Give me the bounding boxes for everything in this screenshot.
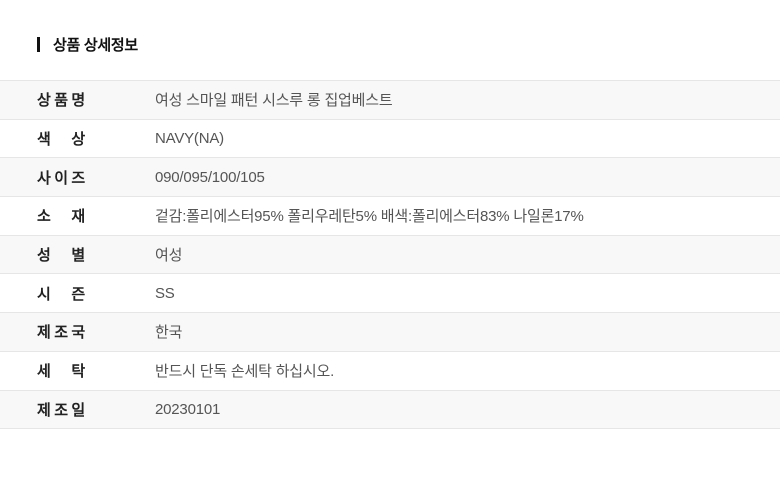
section-header: 상품 상세정보 bbox=[37, 36, 780, 54]
spec-value: 반드시 단독 손세탁 하십시오. bbox=[155, 363, 335, 381]
spec-value: 여성 bbox=[155, 247, 183, 265]
spec-value: 한국 bbox=[155, 324, 183, 342]
section-title-bar-icon bbox=[37, 37, 40, 52]
spec-value: 090/095/100/105 bbox=[155, 168, 265, 186]
spec-value: NAVY(NA) bbox=[155, 130, 224, 148]
section-title: 상품 상세정보 bbox=[53, 37, 138, 54]
spec-value: 여성 스마일 패턴 시스루 롱 집업베스트 bbox=[155, 92, 393, 110]
spec-value: 20230101 bbox=[155, 400, 221, 418]
spec-value: 겉감:폴리에스터95% 폴리우레탄5% 배색:폴리에스터83% 나일론17% bbox=[155, 208, 584, 226]
spec-value: SS bbox=[155, 284, 175, 302]
